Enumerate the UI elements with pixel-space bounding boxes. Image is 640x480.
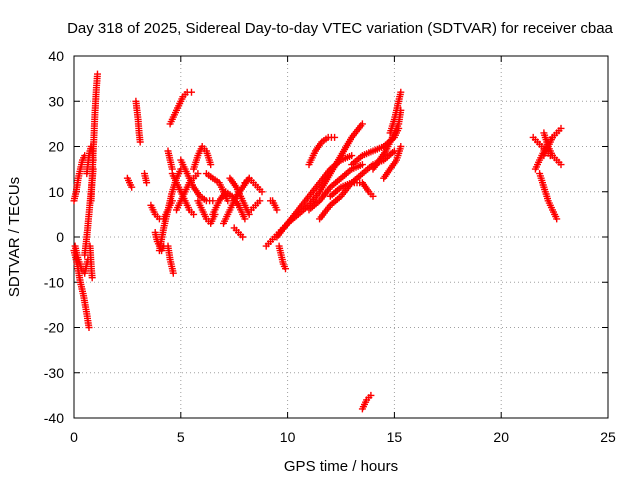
data-point bbox=[557, 124, 565, 132]
data-point bbox=[241, 215, 249, 223]
data-point bbox=[348, 152, 356, 160]
x-tick-label: 10 bbox=[280, 429, 296, 445]
series-s16 bbox=[166, 88, 195, 128]
series-s31 bbox=[275, 242, 289, 273]
x-tick-label: 0 bbox=[70, 429, 78, 445]
series-s26 bbox=[230, 224, 247, 241]
series-s13 bbox=[155, 165, 185, 255]
data-point bbox=[397, 143, 405, 150]
x-tick-label: 20 bbox=[493, 429, 509, 445]
data-point bbox=[224, 197, 232, 205]
series-s33 bbox=[284, 152, 356, 227]
series-s07 bbox=[86, 242, 96, 282]
data-point bbox=[245, 210, 253, 218]
tick-layer: 0 5 10 15 20 25 -40 -30 -20 -10 0 10 20 30 40 bbox=[44, 48, 616, 445]
data-point bbox=[282, 265, 289, 273]
data-layer bbox=[70, 70, 565, 413]
series-s04 bbox=[81, 165, 97, 259]
data-point bbox=[239, 233, 247, 241]
y-tick-label: -30 bbox=[44, 365, 64, 381]
data-point bbox=[194, 170, 202, 178]
data-point bbox=[169, 269, 177, 277]
y-tick-label: 20 bbox=[48, 139, 64, 155]
data-point bbox=[367, 391, 375, 399]
data-point bbox=[397, 88, 405, 96]
series-s41 bbox=[380, 143, 405, 182]
series-s06 bbox=[87, 70, 101, 205]
data-point bbox=[549, 133, 556, 141]
data-point bbox=[258, 188, 266, 196]
chart-title: Day 318 of 2025, Sidereal Day-to-day VTE… bbox=[67, 20, 613, 37]
series-s40 bbox=[386, 88, 405, 137]
data-point bbox=[128, 183, 136, 191]
y-tick-label: 40 bbox=[48, 48, 64, 64]
series-s18 bbox=[168, 170, 198, 218]
series-s21 bbox=[194, 197, 219, 227]
y-tick-label: 30 bbox=[48, 93, 64, 109]
data-point bbox=[358, 120, 366, 128]
data-point bbox=[190, 210, 198, 218]
series-s29 bbox=[267, 197, 281, 214]
y-tick-label: 0 bbox=[56, 229, 64, 245]
series-s10 bbox=[141, 170, 151, 187]
x-tick-label: 5 bbox=[177, 429, 185, 445]
series-s44 bbox=[536, 170, 561, 223]
series-s14 bbox=[164, 147, 176, 173]
series-s01 bbox=[70, 152, 89, 205]
y-axis-label: SDTVAR / TECUs bbox=[6, 177, 23, 297]
series-s37 bbox=[326, 179, 377, 200]
series-s42 bbox=[358, 391, 375, 413]
data-point bbox=[136, 138, 144, 146]
series-s34 bbox=[305, 161, 366, 214]
series-s08 bbox=[123, 174, 136, 191]
data-point bbox=[557, 161, 565, 169]
series-s47 bbox=[531, 133, 556, 173]
series-s35 bbox=[305, 133, 339, 169]
y-tick-label: 10 bbox=[48, 184, 64, 200]
series-s15 bbox=[164, 242, 177, 277]
series-s27 bbox=[241, 174, 266, 196]
data-point bbox=[188, 88, 195, 96]
grid-layer bbox=[74, 56, 608, 418]
y-tick-label: -20 bbox=[44, 320, 64, 336]
data-point bbox=[369, 192, 377, 200]
data-point bbox=[209, 197, 217, 205]
series-s28 bbox=[247, 197, 264, 214]
x-axis-label: GPS time / hours bbox=[284, 458, 398, 475]
x-tick-label: 15 bbox=[387, 429, 403, 445]
y-tick-label: -40 bbox=[44, 410, 64, 426]
data-point bbox=[256, 197, 264, 205]
data-point bbox=[273, 206, 281, 214]
series-s19 bbox=[177, 156, 217, 205]
data-point bbox=[85, 324, 93, 331]
series-s39 bbox=[369, 106, 405, 173]
data-point bbox=[94, 70, 101, 78]
y-tick-label: -10 bbox=[44, 274, 64, 290]
data-point bbox=[553, 215, 561, 223]
data-point bbox=[88, 274, 96, 282]
data-point bbox=[331, 133, 339, 141]
data-point bbox=[207, 161, 215, 169]
data-point bbox=[143, 179, 151, 187]
series-s09 bbox=[132, 97, 144, 146]
data-point bbox=[358, 161, 366, 169]
series-s25 bbox=[226, 174, 253, 218]
series-s20 bbox=[190, 143, 215, 173]
x-tick-label: 25 bbox=[600, 429, 616, 445]
